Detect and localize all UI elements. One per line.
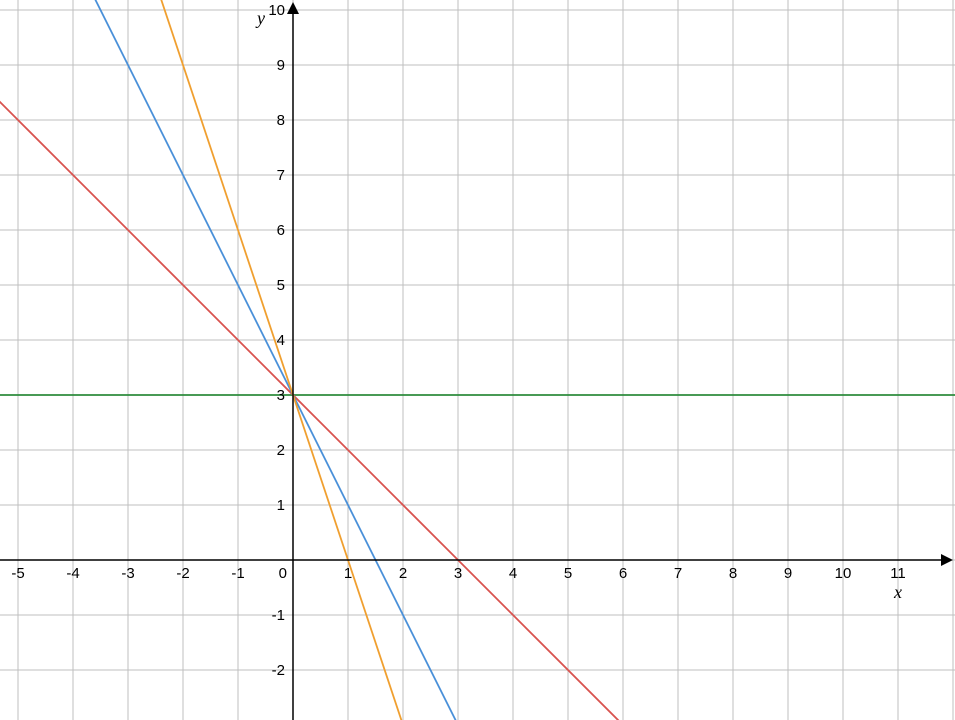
- line-chart: -5-4-3-2-101234567891011-2-112345678910y…: [0, 0, 955, 720]
- x-tick-label: -2: [176, 565, 189, 582]
- y-tick-label: 7: [277, 167, 285, 184]
- x-tick-label: 0: [279, 565, 287, 582]
- x-tick-label: 6: [619, 565, 627, 582]
- x-tick-label: 9: [784, 565, 792, 582]
- x-tick-label: -3: [121, 565, 134, 582]
- axes: [0, 2, 953, 720]
- x-tick-label: 1: [344, 565, 352, 582]
- series-red-line: [0, 10, 955, 720]
- x-tick-label: 5: [564, 565, 572, 582]
- y-tick-label: -2: [272, 662, 285, 679]
- x-tick-label: 10: [835, 565, 852, 582]
- x-tick-label: -4: [66, 565, 79, 582]
- x-tick-label: 7: [674, 565, 682, 582]
- x-tick-label: 3: [454, 565, 462, 582]
- y-axis-arrow: [287, 2, 299, 14]
- y-tick-label: 5: [277, 277, 285, 294]
- y-axis-label: y: [255, 8, 265, 28]
- y-tick-label: 8: [277, 112, 285, 129]
- y-tick-label: -1: [272, 607, 285, 624]
- x-tick-label: 2: [399, 565, 407, 582]
- y-tick-label: 6: [277, 222, 285, 239]
- y-tick-label: 1: [277, 497, 285, 514]
- series-blue-line: [0, 0, 955, 720]
- series-orange-line: [0, 0, 955, 720]
- x-tick-label: -1: [231, 565, 244, 582]
- y-tick-label: 9: [277, 57, 285, 74]
- x-tick-label: 4: [509, 565, 517, 582]
- series-group: [0, 0, 955, 720]
- y-tick-label: 4: [277, 332, 285, 349]
- y-tick-label: 3: [277, 387, 285, 404]
- x-tick-label: 8: [729, 565, 737, 582]
- x-tick-label: 11: [890, 565, 906, 582]
- x-tick-label: -5: [11, 565, 24, 582]
- x-axis-label: x: [893, 582, 902, 602]
- grid: [0, 0, 955, 720]
- x-axis-arrow: [941, 554, 953, 566]
- y-tick-label: 10: [268, 2, 285, 19]
- y-tick-label: 2: [277, 442, 285, 459]
